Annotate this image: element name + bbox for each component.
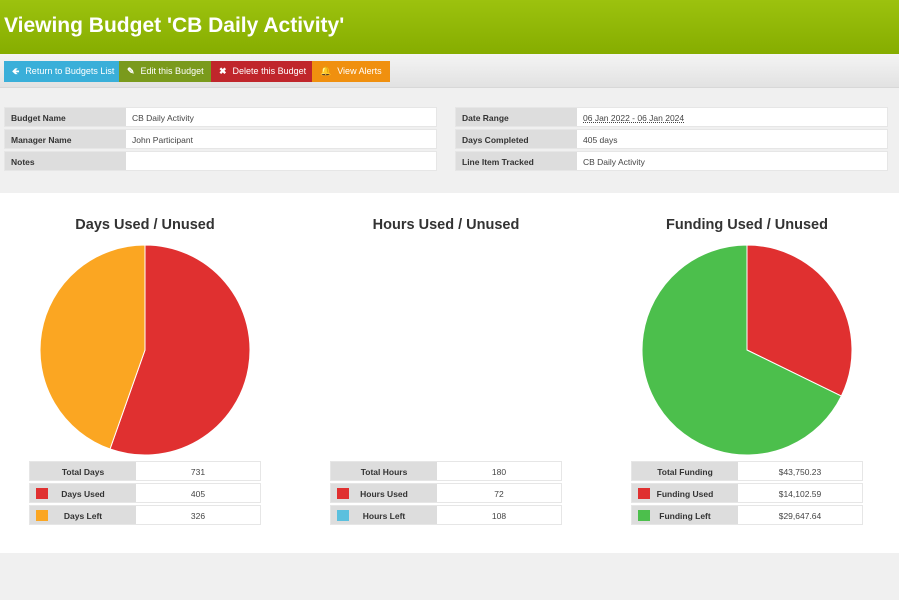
pie-chart <box>39 244 251 456</box>
summary-row: Days Used 405 <box>29 483 261 503</box>
chart-title: Funding Used / Unused <box>666 217 828 233</box>
summary-table: Total Funding $43,750.23 Funding Used $14,1… <box>631 461 863 527</box>
view-alerts-button[interactable]: 🔔 View Alerts <box>312 61 390 82</box>
funding-chart: Funding Used / Unused Total Funding $43,7… <box>597 193 897 553</box>
info-row: Line Item Tracked CB Daily Activity <box>455 151 888 171</box>
legend-swatch <box>337 488 349 499</box>
legend-swatch <box>36 488 48 499</box>
summary-row: Total Hours 180 <box>330 461 562 481</box>
legend-swatch <box>36 510 48 521</box>
pie-slice-funding-used <box>746 244 853 397</box>
pencil-icon: ✎ <box>127 66 135 76</box>
chart-title: Hours Used / Unused <box>372 217 520 233</box>
budget-info-left: Budget Name CB Daily Activity Manager Nam… <box>4 107 437 173</box>
close-icon: ✖ <box>219 66 227 76</box>
info-row: Notes <box>4 151 437 171</box>
edit-budget-button[interactable]: ✎ Edit this Budget <box>119 61 212 82</box>
summary-row: Funding Used $14,102.59 <box>631 483 863 503</box>
summary-row: Total Days 731 <box>29 461 261 481</box>
info-row: Days Completed 405 days <box>455 129 888 149</box>
summary-row: Funding Left $29,647.64 <box>631 505 863 525</box>
summary-table: Total Days 731 Days Used 405 Days Left 326 <box>29 461 261 527</box>
pie-slice-days-left <box>39 244 146 450</box>
info-row: Manager Name John Participant <box>4 129 437 149</box>
return-to-budgets-button[interactable]: 🡸 Return to Budgets List <box>4 61 123 82</box>
charts-panel: Days Used / Unused Total Days 731 Days Use… <box>0 193 899 553</box>
hours-chart: Hours Used / Unused Total Hours 180 Hours … <box>296 193 596 553</box>
summary-table: Total Hours 180 Hours Used 72 Hours Left 108 <box>330 461 562 527</box>
pie-chart <box>296 241 596 457</box>
legend-swatch <box>337 510 349 521</box>
bell-icon: 🔔 <box>320 66 332 76</box>
legend-swatch <box>638 510 650 521</box>
chart-title: Days Used / Unused <box>75 217 215 233</box>
arrow-left-icon: 🡸 <box>12 66 20 76</box>
summary-row: Hours Used 72 <box>330 483 562 503</box>
summary-row: Hours Left 108 <box>330 505 562 525</box>
page-header: Viewing Budget 'CB Daily Activity' <box>0 0 899 54</box>
info-row: Date Range 06 Jan 2022 - 06 Jan 2024 <box>455 107 888 127</box>
budget-info-right: Date Range 06 Jan 2022 - 06 Jan 2024 Days… <box>455 107 888 173</box>
pie-chart <box>641 244 853 456</box>
summary-row: Days Left 326 <box>29 505 261 525</box>
toolbar: 🡸 Return to Budgets List ✎ Edit this Budge… <box>0 54 899 88</box>
pie-slice-funding-left <box>641 244 843 456</box>
days-chart: Days Used / Unused Total Days 731 Days Use… <box>0 193 295 553</box>
legend-swatch <box>638 488 650 499</box>
page-title: Viewing Budget 'CB Daily Activity' <box>4 14 345 37</box>
summary-row: Total Funding $43,750.23 <box>631 461 863 481</box>
delete-budget-button[interactable]: ✖ Delete this Budget <box>211 61 315 82</box>
info-row: Budget Name CB Daily Activity <box>4 107 437 127</box>
